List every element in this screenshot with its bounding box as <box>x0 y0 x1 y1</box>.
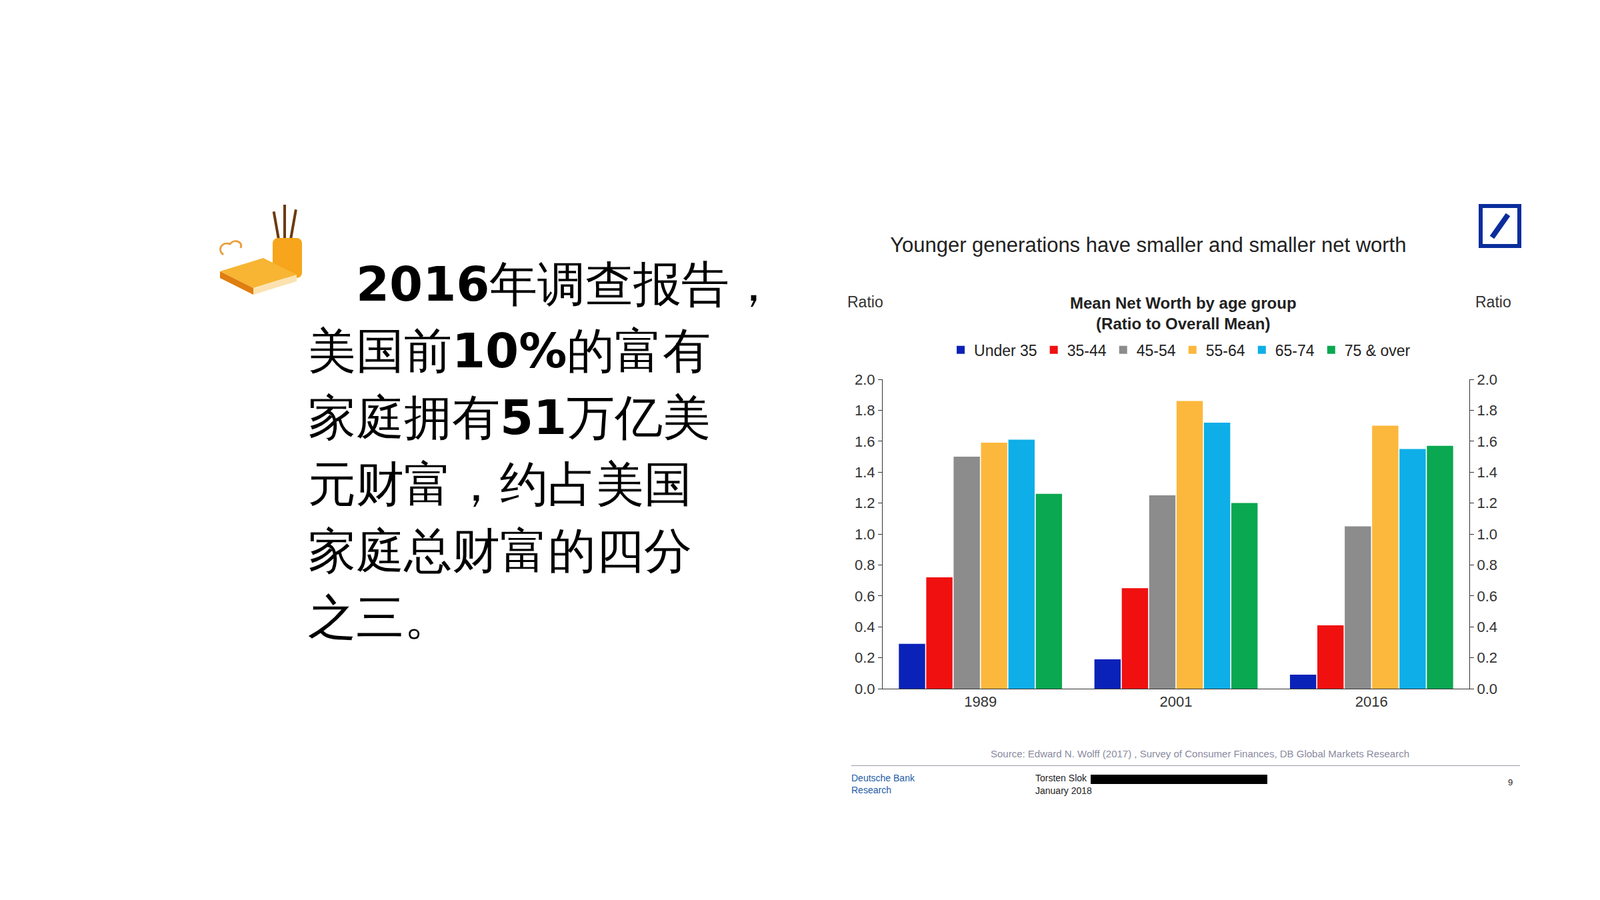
html-text:家庭拥有51万亿美: 家庭拥有51万亿美 <box>308 389 711 446</box>
svg-text:1.6: 1.6 <box>1476 433 1498 450</box>
svg-text:0.6: 0.6 <box>1476 588 1498 605</box>
svg-text:1.2: 1.2 <box>1476 494 1498 512</box>
svg-text:Ratio: Ratio <box>847 293 884 311</box>
svg-text:Ratio: Ratio <box>1475 293 1512 311</box>
html-text:Source: Edward N. Wolff (2017): Source: Edward N. Wolff (2017) , Survey … <box>990 748 1410 760</box>
svg-text:1989: 1989 <box>964 693 997 710</box>
html-text:Deutsche Bank: Deutsche Bank <box>851 772 915 784</box>
svg-text:0.8: 0.8 <box>854 556 876 574</box>
svg-text:0.8: 0.8 <box>1476 556 1498 574</box>
svg-text:0.2: 0.2 <box>1476 649 1498 666</box>
svg-text:1.6: 1.6 <box>854 433 876 450</box>
html-text:2016年调查报告，: 2016年调查报告， <box>356 256 778 312</box>
svg-text:75 & over: 75 & over <box>1344 342 1411 360</box>
svg-text:2.0: 2.0 <box>1476 371 1498 388</box>
html-text:Torsten Slok: Torsten Slok <box>1035 772 1087 784</box>
svg-text:0.0: 0.0 <box>1476 680 1498 698</box>
svg-text:2.0: 2.0 <box>854 371 876 388</box>
html-text:9: 9 <box>1508 777 1513 788</box>
svg-text:65-74: 65-74 <box>1275 342 1315 360</box>
svg-text:1.4: 1.4 <box>854 464 876 481</box>
svg-text:0.4: 0.4 <box>854 618 876 636</box>
html-text:美国前10%的富有: 美国前10%的富有 <box>308 322 711 379</box>
svg-text:Younger generations have small: Younger generations have smaller and sma… <box>890 233 1406 257</box>
svg-text:1.0: 1.0 <box>1476 526 1498 543</box>
svg-text:0.6: 0.6 <box>854 588 876 605</box>
svg-text:2016: 2016 <box>1355 693 1388 710</box>
svg-text:45-54: 45-54 <box>1136 342 1176 360</box>
svg-text:1.8: 1.8 <box>1476 402 1498 419</box>
svg-text:55-64: 55-64 <box>1206 342 1246 360</box>
svg-text:Mean Net Worth by age group(Ra: Mean Net Worth by age group(Ratio to Ove… <box>1070 294 1297 333</box>
svg-text:35-44: 35-44 <box>1067 342 1107 360</box>
svg-text:1.4: 1.4 <box>1476 464 1498 481</box>
svg-text:1.2: 1.2 <box>854 494 876 512</box>
svg-text:0.2: 0.2 <box>854 649 876 666</box>
svg-text:Under 35: Under 35 <box>974 342 1038 360</box>
svg-text:1.8: 1.8 <box>854 402 876 419</box>
html-text:Research: Research <box>851 784 892 796</box>
svg-text:0.0: 0.0 <box>854 680 876 698</box>
svg-text:2001: 2001 <box>1160 693 1193 710</box>
html-text:元财富，约占美国: 元财富，约占美国 <box>308 456 692 512</box>
html-text:之三。: 之三。 <box>308 589 452 646</box>
html-text:家庭总财富的四分: 家庭总财富的四分 <box>308 522 692 579</box>
svg-text:1.0: 1.0 <box>854 526 876 543</box>
svg-text:0.4: 0.4 <box>1476 618 1498 636</box>
html-text:January 2018: January 2018 <box>1035 785 1092 796</box>
